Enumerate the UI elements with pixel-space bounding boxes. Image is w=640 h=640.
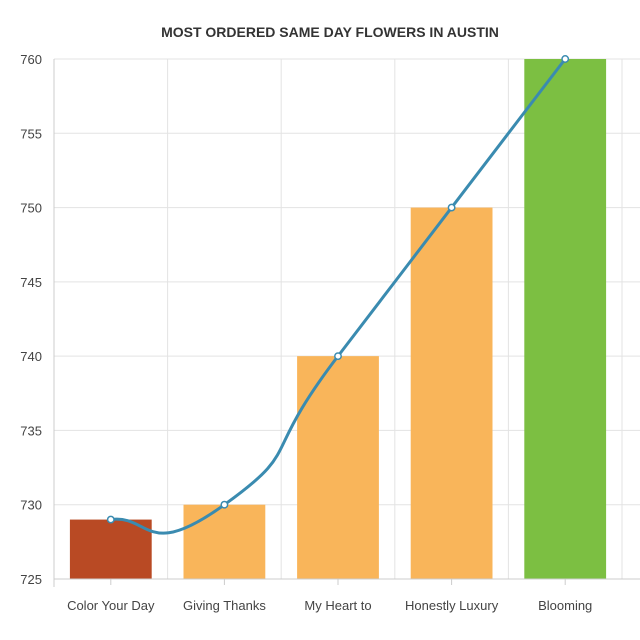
y-tick-label: 755: [20, 126, 42, 141]
x-tick-label: Color Your Day: [67, 598, 155, 613]
y-tick-label: 760: [20, 52, 42, 67]
trend-point: [334, 352, 342, 361]
bar-5: [524, 59, 607, 579]
trend-point: [561, 55, 570, 63]
bar-2: [183, 504, 266, 579]
trend-point: [106, 515, 115, 524]
y-tick-label: 740: [20, 349, 42, 364]
x-tick-label: Honestly Luxury: [405, 598, 499, 613]
trend-line-series: [106, 55, 570, 535]
bar-3: [297, 356, 379, 579]
y-tick-label: 750: [20, 201, 42, 216]
trend-point: [220, 500, 229, 509]
y-tick-label: 745: [20, 275, 42, 290]
trend-line: [110, 58, 567, 535]
x-axis: Color Your Day Giving Thanks My Heart to Ho…: [54, 578, 640, 613]
trend-point: [447, 203, 456, 212]
chart-title: MOST ORDERED SAME DAY FLOWERS IN AUSTIN: [161, 24, 499, 40]
x-tick-label: Blooming: [538, 598, 592, 613]
bars: [69, 59, 607, 580]
y-tick-label: 725: [20, 572, 42, 587]
y-tick-label: 730: [20, 498, 42, 513]
y-axis: 760 755 750 745 740 735 730 725: [20, 52, 55, 587]
bar-1: [69, 519, 152, 579]
bar-4: [410, 207, 493, 580]
x-tick-label: My Heart to: [304, 598, 371, 613]
x-tick-label: Giving Thanks: [183, 598, 266, 613]
y-tick-label: 735: [20, 423, 42, 438]
